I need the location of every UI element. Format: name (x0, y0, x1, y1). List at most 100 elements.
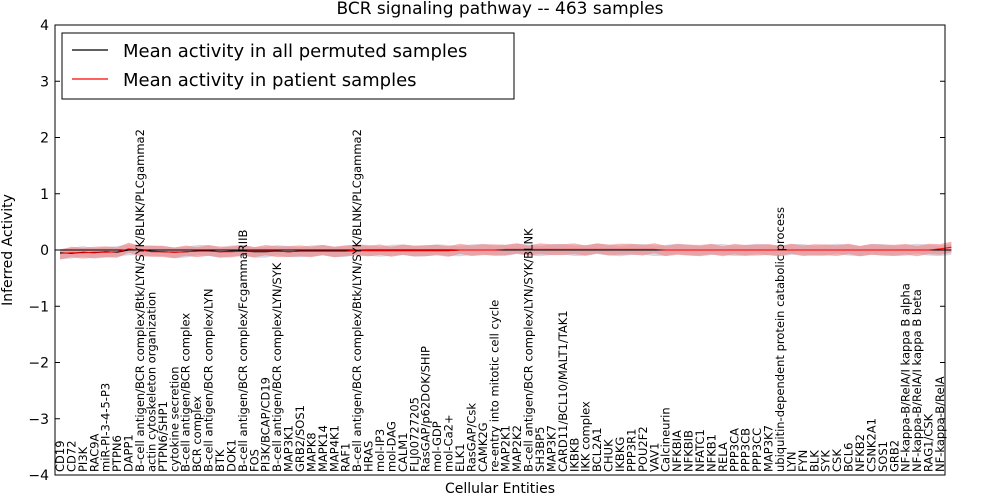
entity-label: IKK complex (579, 401, 593, 472)
entity-label: MAP3K1 (282, 425, 296, 472)
entity-label: PI3K (76, 446, 90, 472)
entity-label: IKBKG (613, 437, 627, 472)
legend-label-permuted: Mean activity in all permuted samples (123, 41, 467, 62)
entity-label: RAG1/CSK (922, 413, 936, 472)
entity-label: ubiquitin-dependent protein catabolic pr… (773, 207, 787, 472)
entity-label: CHUK (602, 439, 616, 472)
y-axis-label: Inferred Activity (0, 194, 16, 306)
entity-label: NF-kappa-B/RelA/I kappa B beta (910, 289, 924, 472)
entity-label: FOS (247, 449, 261, 472)
entity-label: NF-kappa-B/RelA (933, 376, 947, 472)
entity-label: actin cytoskeleton organization (144, 292, 158, 472)
entity-label: B-cell antigen/BCR complex/LYN (202, 288, 216, 472)
entity-label: FLJ00727205 (407, 397, 421, 472)
entity-label: MAP3K7 (544, 425, 558, 472)
entity-label: BCL6 (842, 443, 856, 472)
entity-label: BCR complex (190, 396, 204, 472)
entity-label: mol-DAG (384, 421, 398, 472)
y-tick-label: −2 (28, 356, 49, 372)
entity-label: CSK (830, 449, 844, 472)
entity-label: DAPP1 (122, 434, 136, 472)
entity-label: NFKBIB (682, 430, 696, 472)
chart-title: BCR signaling pathway -- 463 samples (336, 0, 663, 19)
y-tick-label: 3 (40, 74, 49, 90)
y-tick-label: 1 (40, 187, 49, 203)
entity-label: CSNK2A1 (864, 418, 878, 472)
series-lines (55, 246, 952, 254)
entity-label: B-cell antigen/BCR complex/Btk/LYN/SYK/B… (133, 129, 147, 472)
entity-label: POU2F2 (636, 426, 650, 472)
entity-label: MAPK8 (304, 432, 318, 472)
entity-label: B-cell antigen/BCR complex/LYN/SYK/BLNK (522, 228, 536, 472)
entity-label: PTPN6 (110, 435, 124, 472)
entity-label: CAMK2G (476, 422, 490, 472)
y-tick-label: −3 (28, 412, 49, 428)
entity-label: CALM1 (396, 432, 410, 472)
entity-label: NF-kappa-B/RelA/I kappa B alpha (899, 283, 913, 472)
entity-label: LYN (784, 451, 798, 472)
entity-label: MAPK14 (316, 425, 330, 472)
entity-label: GRB2/SOS1 (293, 405, 307, 472)
entity-label: NFKB2 (853, 434, 867, 472)
entity-label: PPP3CA (727, 428, 741, 472)
entity-label: PPP3R1 (624, 429, 638, 472)
entity-label: DOK1 (224, 439, 238, 472)
entity-label: CD19 (53, 440, 67, 472)
entity-label: PPP3CC (750, 428, 764, 472)
entity-labels: CD19CD72PI3KRAC9AmiR-PI-3-4-5-P3PTPN6DAP… (53, 129, 947, 472)
entity-label: B-cell antigen/BCR complex/Btk/LYN/SYK/B… (350, 129, 364, 472)
legend-label-patient: Mean activity in patient samples (123, 70, 417, 91)
legend-box (61, 32, 515, 100)
y-tick-label: −1 (28, 299, 49, 315)
entity-label: PI3K/BCAP/CD19 (259, 377, 273, 472)
entity-label: RELA (716, 442, 730, 472)
entity-label: MAP3K7 (762, 425, 776, 472)
entity-label: MAP4K1 (327, 425, 341, 472)
entity-label: HRAS (362, 441, 376, 472)
series-line-patient (59, 246, 952, 254)
band-patient (60, 241, 952, 260)
entity-label: RasGAP/p62DOK/SHIP (419, 346, 433, 472)
entity-label: NFKBIA (670, 430, 684, 472)
entity-label: SYK (819, 450, 833, 472)
x-axis-label: Cellular Entities (445, 481, 555, 497)
entity-label: B-cell antigen/BCR complex (179, 313, 193, 472)
entity-label: PTPN6/SHP1 (156, 401, 170, 472)
legend: Mean activity in all permuted samples Me… (61, 32, 515, 100)
y-axis-ticks: −4 −3 −2 −1 0 1 2 3 4 (28, 18, 945, 484)
entity-label: re-entry into mitotic cell cycle (487, 300, 501, 472)
entity-label: B-cell antigen/BCR complex/FcgammaRIIB (236, 229, 250, 472)
entity-label: NFATC1 (693, 429, 707, 472)
entity-label: BCL2A1 (590, 427, 604, 472)
y-tick-label: 2 (40, 131, 49, 147)
y-tick-label: 0 (40, 243, 49, 259)
entity-label: CD72 (64, 440, 78, 472)
y-tick-label: −4 (28, 468, 49, 484)
entity-label: FYN (796, 450, 810, 472)
entity-label: cytokine secretion (167, 366, 181, 472)
entity-label: IKBKB (567, 438, 581, 472)
entity-label: NFKB1 (704, 434, 718, 472)
error-bands (60, 241, 952, 260)
entity-label: BTK (213, 449, 227, 472)
entity-label: MAP2K1 (499, 425, 513, 472)
entity-label: RasGAP/Csk (464, 403, 478, 472)
entity-label: RAC9A (87, 433, 101, 472)
entity-label: MAP2K2 (510, 425, 524, 472)
entity-label: mol-Ca2+ (442, 414, 456, 472)
entity-label: VAV1 (647, 443, 661, 472)
entity-label: mol-GDP (430, 421, 444, 472)
y-tick-label: 4 (40, 18, 49, 34)
entity-label: miR-PI-3-4-5-P3 (99, 383, 113, 472)
entity-label: PPP3CB (739, 428, 753, 472)
entity-label: SH3BP5 (533, 427, 547, 472)
entity-label: mol-IP3 (373, 429, 387, 472)
entity-label: BLK (807, 450, 821, 472)
entity-label: CARD11/BCL10/MALT1/TAK1 (556, 310, 570, 472)
entity-label: Calcineurin (659, 407, 673, 472)
entity-label: ELK1 (453, 443, 467, 472)
entity-label: B-cell antigen/BCR complex/LYN/SYK (270, 262, 284, 472)
entity-label: RAF1 (339, 443, 353, 472)
entity-label: SOS1 (876, 441, 890, 472)
